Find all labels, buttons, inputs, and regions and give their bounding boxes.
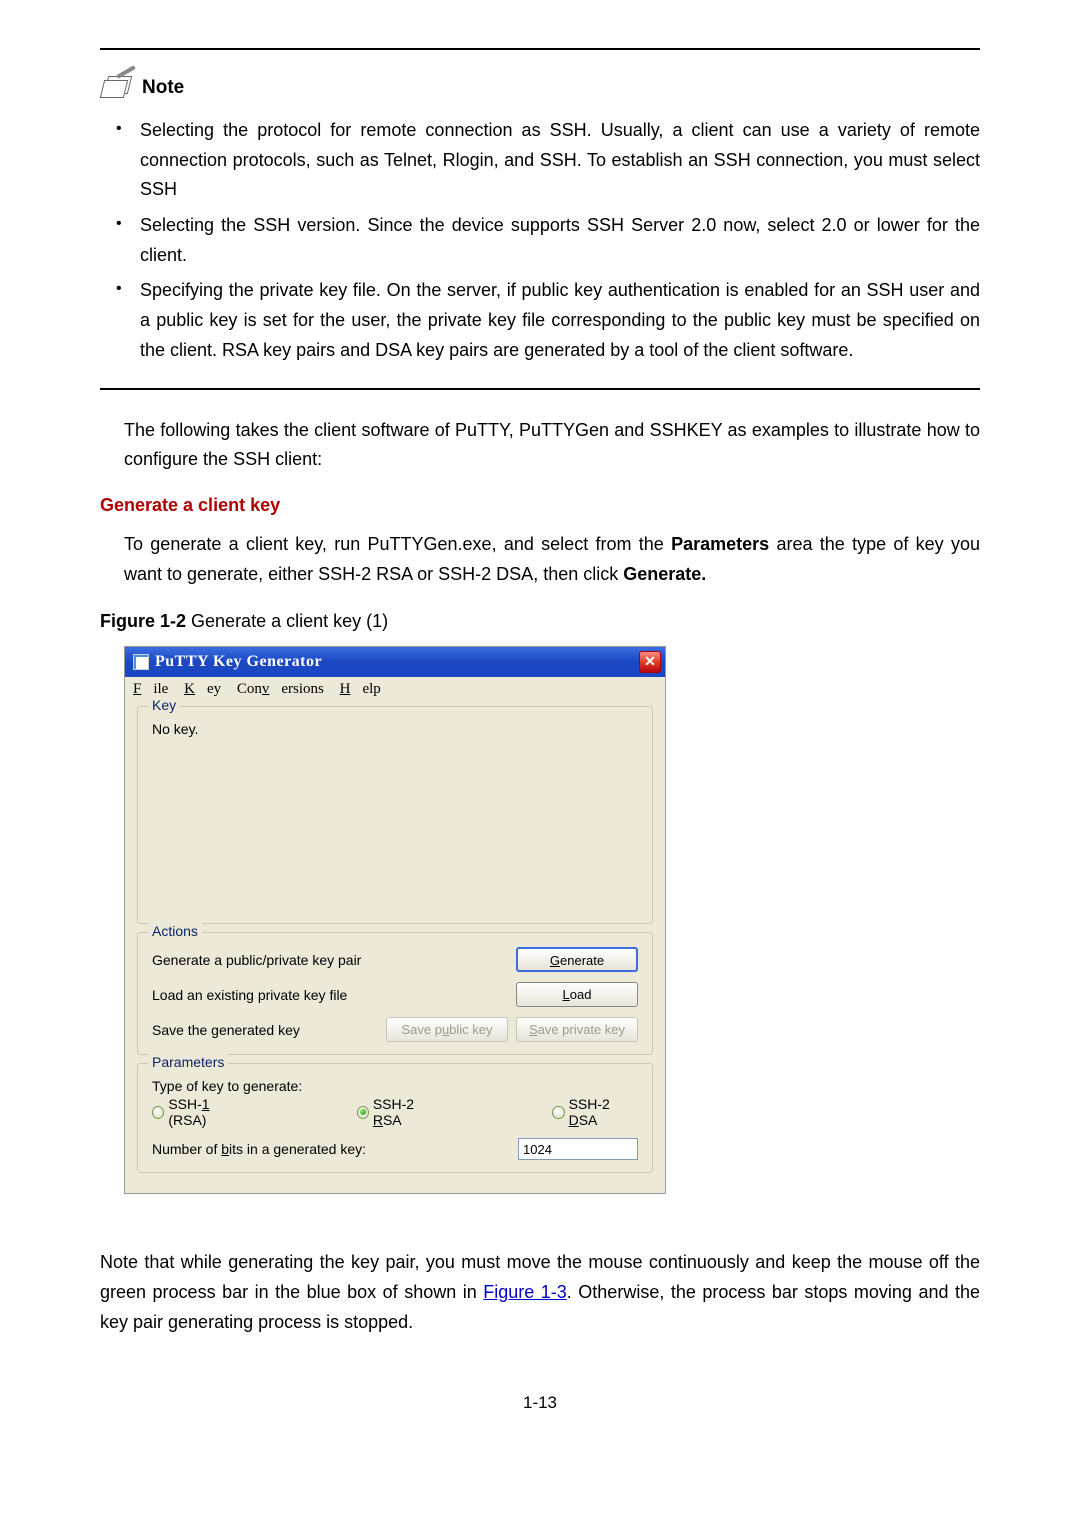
putty-key-generator-window: PuTTY Key Generator ✕ File Key Conversio…	[124, 646, 666, 1194]
note-callout: Note	[100, 74, 980, 102]
generate-paragraph: To generate a client key, run PuTTYGen.e…	[124, 530, 980, 589]
radio-ssh2-rsa[interactable]: SSH-2 RSA	[357, 1096, 443, 1128]
section-heading: Generate a client key	[100, 495, 980, 516]
figure-caption-text: Generate a client key (1)	[191, 611, 388, 631]
radio-ssh2-dsa[interactable]: SSH-2 DSA	[552, 1096, 638, 1128]
save-label: Save the generated key	[152, 1022, 386, 1038]
titlebar[interactable]: PuTTY Key Generator ✕	[125, 647, 665, 677]
app-icon	[133, 654, 149, 670]
generate-bold: Generate.	[623, 564, 706, 584]
radio-label: SSH-1 (RSA)	[168, 1096, 246, 1128]
intro-paragraph: The following takes the client software …	[124, 416, 980, 475]
menu-file[interactable]: File	[133, 681, 168, 697]
save-public-key-button[interactable]: Save public key	[386, 1017, 508, 1042]
parameters-group: Parameters Type of key to generate: SSH-…	[137, 1063, 653, 1173]
generate-label: Generate a public/private key pair	[152, 952, 516, 968]
radio-label: SSH-2 RSA	[373, 1096, 442, 1128]
load-row: Load an existing private key file Load	[152, 982, 638, 1007]
figure-caption-bold: Figure 1-2	[100, 611, 191, 631]
radio-icon	[357, 1106, 369, 1119]
list-item: Selecting the protocol for remote connec…	[108, 116, 980, 205]
generate-button[interactable]: Generate	[516, 947, 638, 972]
load-label: Load an existing private key file	[152, 987, 516, 1003]
note-list: Selecting the protocol for remote connec…	[108, 116, 980, 366]
parameters-legend: Parameters	[148, 1054, 228, 1070]
figure-1-3-link[interactable]: Figure 1-3	[483, 1282, 567, 1302]
close-button[interactable]: ✕	[639, 651, 661, 673]
key-body: No key.	[152, 721, 638, 911]
actions-legend: Actions	[148, 923, 202, 939]
menu-conversions[interactable]: Conversions	[237, 681, 324, 697]
menubar: File Key Conversions Help	[125, 677, 665, 702]
key-type-radios: SSH-1 (RSA) SSH-2 RSA SSH-2 DSA	[152, 1096, 638, 1128]
closing-paragraph: Note that while generating the key pair,…	[100, 1248, 980, 1337]
note-label: Note	[142, 77, 184, 99]
key-legend: Key	[148, 697, 180, 713]
type-of-key-label: Type of key to generate:	[152, 1078, 638, 1094]
bits-label: Number of bits in a generated key:	[152, 1141, 366, 1157]
menu-key[interactable]: Key	[184, 681, 221, 697]
radio-label: SSH-2 DSA	[569, 1096, 638, 1128]
generate-row: Generate a public/private key pair Gener…	[152, 947, 638, 972]
radio-ssh1[interactable]: SSH-1 (RSA)	[152, 1096, 247, 1128]
list-item: Specifying the private key file. On the …	[108, 276, 980, 365]
page-number: 1-13	[100, 1393, 980, 1413]
list-item: Selecting the SSH version. Since the dev…	[108, 211, 980, 270]
bits-input[interactable]	[518, 1138, 638, 1160]
menu-help[interactable]: Help	[340, 681, 381, 697]
load-button[interactable]: Load	[516, 982, 638, 1007]
note-icon	[100, 74, 136, 102]
radio-icon	[152, 1106, 164, 1119]
window-title: PuTTY Key Generator	[155, 653, 639, 671]
save-private-key-button[interactable]: Save private key	[516, 1017, 638, 1042]
actions-group: Actions Generate a public/private key pa…	[137, 932, 653, 1055]
parameters-bold: Parameters	[671, 534, 769, 554]
mid-rule	[100, 388, 980, 390]
top-rule	[100, 48, 980, 50]
text: To generate a client key, run PuTTYGen.e…	[124, 534, 671, 554]
key-group: Key No key.	[137, 706, 653, 924]
figure-caption: Figure 1-2 Generate a client key (1)	[100, 611, 980, 632]
save-row: Save the generated key Save public key S…	[152, 1017, 638, 1042]
radio-icon	[552, 1106, 564, 1119]
bits-row: Number of bits in a generated key:	[152, 1138, 638, 1160]
